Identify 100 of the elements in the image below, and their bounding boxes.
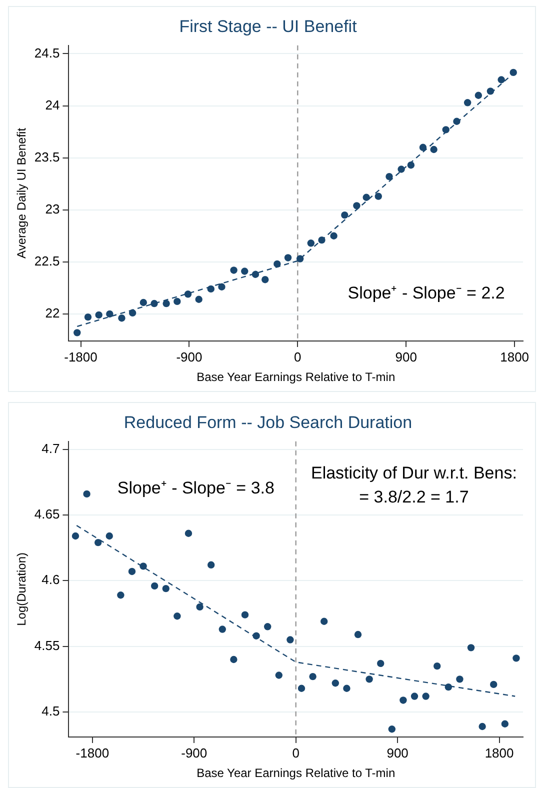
annotation: Elasticity of Dur w.r.t. Bens: [310, 464, 517, 483]
point [162, 584, 170, 592]
y-axis-title: Log(Duration) [14, 552, 29, 626]
y-tick-label: 4.5 [42, 704, 60, 719]
point [362, 194, 370, 201]
x-tick-label: 1800 [484, 745, 514, 760]
y-tick-label: 22 [45, 306, 60, 321]
point [284, 254, 292, 262]
annotation: Slope⁺ - Slope⁻ = 2.2 [348, 283, 505, 302]
y-tick-label: 4.6 [42, 572, 60, 588]
point [422, 692, 430, 700]
point [184, 290, 192, 298]
y-tick-label: 23.5 [34, 149, 60, 164]
point [207, 285, 214, 293]
x-tick-label: 1800 [500, 349, 530, 364]
point [407, 161, 415, 169]
point [434, 662, 441, 670]
point [241, 268, 248, 275]
y-tick-label: 22.5 [34, 253, 60, 268]
point [174, 612, 181, 620]
annotation: Slope⁺ - Slope⁻ = 3.8 [117, 478, 274, 498]
point [332, 680, 340, 687]
point [230, 266, 238, 274]
point [140, 298, 148, 306]
y-axis-title: Average Daily UI Benefit [14, 127, 29, 258]
x-tick-label: 900 [395, 349, 417, 364]
point [286, 636, 294, 644]
point [467, 644, 475, 652]
point [490, 680, 498, 688]
x-tick-label: -900 [181, 745, 208, 760]
point [106, 532, 113, 540]
point [410, 692, 418, 700]
point [150, 582, 158, 590]
point [262, 276, 269, 284]
point [377, 660, 384, 668]
y-tick-label: 4.65 [34, 506, 60, 522]
y-tick-label: 4.7 [42, 440, 60, 456]
point [453, 118, 460, 125]
point [74, 329, 81, 336]
point [354, 630, 362, 638]
point [275, 672, 282, 679]
x-tick-label: 0 [292, 745, 300, 760]
point [95, 311, 102, 319]
point [501, 720, 509, 728]
point [128, 309, 136, 316]
x-axis-title: Base Year Earnings Relative to T-min [196, 370, 396, 384]
point [84, 313, 92, 321]
x-tick-label: 900 [386, 745, 408, 760]
point [419, 144, 427, 152]
point [195, 296, 202, 303]
chart-title: Reduced Form -- Job Search Duration [124, 412, 412, 432]
point [150, 300, 158, 308]
point [330, 232, 338, 240]
point [83, 490, 90, 498]
point [274, 260, 281, 268]
point [398, 166, 405, 173]
point [444, 683, 452, 691]
x-tick-label: -900 [176, 349, 202, 364]
point [296, 255, 304, 262]
point [162, 300, 170, 308]
point [207, 561, 215, 568]
annotation: = 3.8/2.2 = 1.7 [359, 487, 469, 506]
x-axis-title: Base Year Earnings Relative to T-min [196, 766, 396, 780]
point [456, 676, 464, 683]
point [230, 656, 238, 664]
point [374, 192, 382, 200]
point [72, 532, 80, 540]
point [512, 654, 520, 662]
point [474, 92, 482, 99]
point [510, 68, 517, 76]
point [353, 202, 360, 210]
point [106, 310, 114, 318]
point [117, 592, 124, 599]
point [388, 726, 396, 733]
point [478, 722, 486, 730]
point [386, 172, 393, 180]
point [320, 618, 328, 625]
point [464, 99, 472, 106]
point [442, 126, 450, 134]
point [366, 676, 373, 683]
point [196, 603, 204, 611]
point [118, 314, 126, 322]
point [218, 626, 226, 633]
point [430, 146, 438, 154]
point [298, 684, 306, 692]
point [252, 270, 260, 278]
y-tick-label: 4.55 [34, 638, 60, 653]
point [140, 562, 147, 570]
point [309, 672, 316, 680]
point [94, 538, 102, 546]
y-tick-label: 23 [45, 201, 60, 216]
point [184, 530, 192, 537]
point [252, 632, 260, 640]
point [400, 696, 407, 704]
y-tick-label: 24 [45, 97, 60, 112]
point [241, 611, 249, 618]
point [128, 568, 136, 576]
x-tick-label: -1800 [76, 745, 110, 760]
point [174, 298, 181, 306]
point [218, 283, 226, 290]
